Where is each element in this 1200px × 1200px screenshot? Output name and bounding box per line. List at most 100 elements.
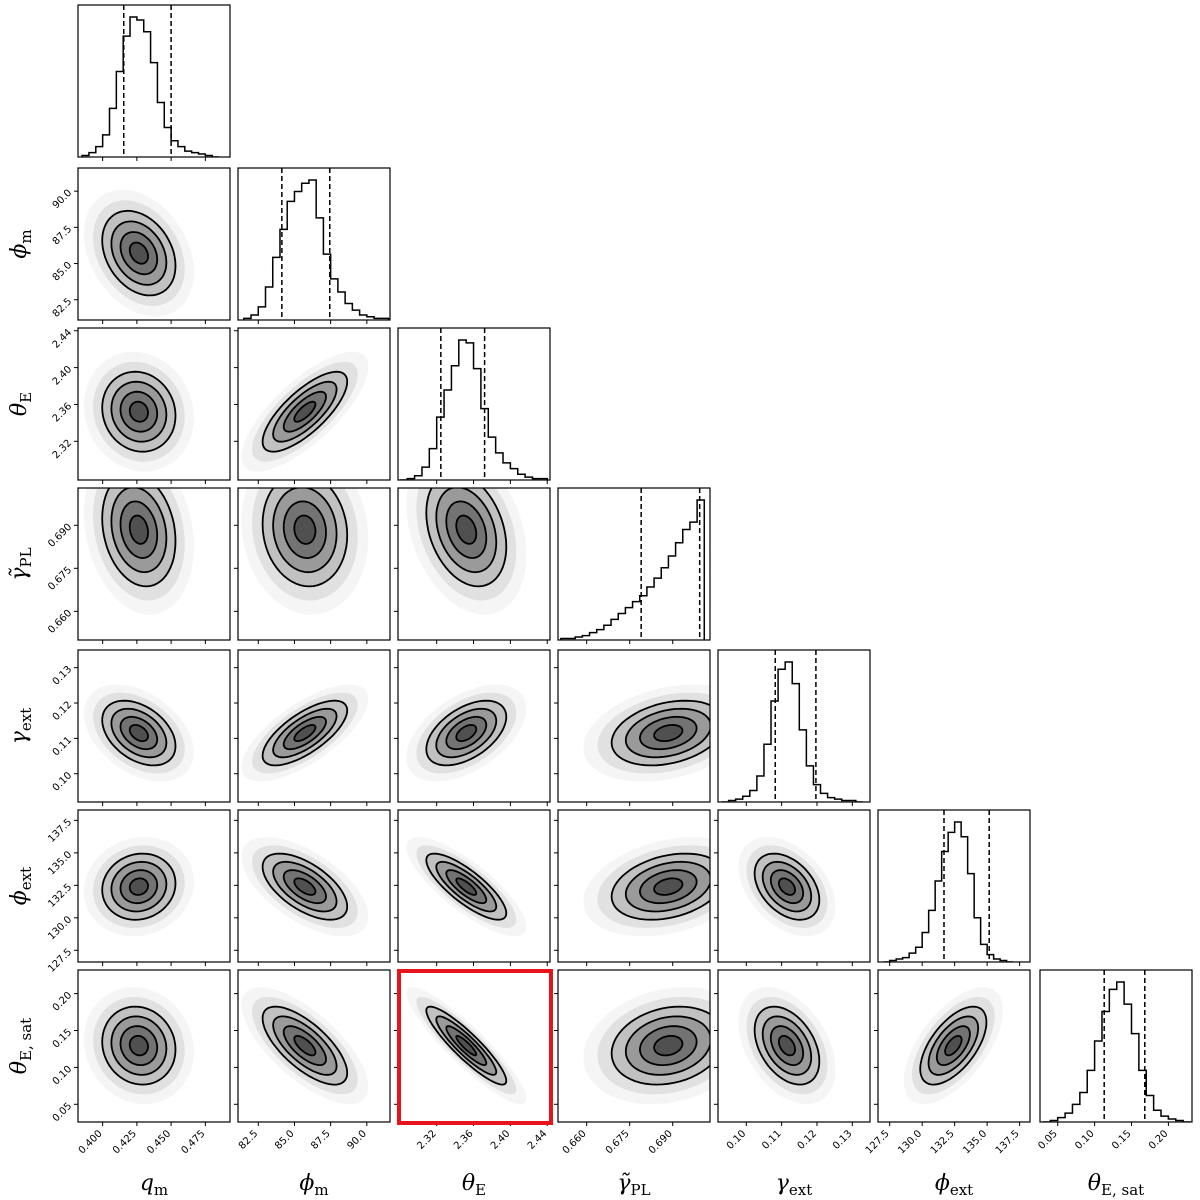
histogram-bar [466, 343, 473, 480]
contour [638, 715, 698, 751]
density [129, 515, 148, 544]
axis-label: γ̃PL [7, 547, 35, 580]
contour [445, 500, 488, 559]
histogram-bar [916, 947, 922, 962]
panel-content [903, 987, 1003, 1105]
axis-subscript: m [154, 1181, 168, 1199]
axis-symbol: q [140, 1171, 154, 1196]
panel-content [241, 837, 369, 937]
axis-label: θE [462, 1171, 486, 1199]
panel: 82.5 85.0 87.5 90.0 [51, 167, 231, 324]
panel [234, 649, 391, 806]
histogram-bar [451, 366, 458, 480]
contour [101, 370, 177, 453]
panel-frame [1039, 969, 1193, 1123]
x-tick-label: 0.05 [1036, 1128, 1060, 1152]
histogram-bar [331, 279, 338, 320]
contour [455, 723, 478, 742]
y-tick-label: 0.05 [51, 1101, 75, 1125]
panel: 2.32 2.36 2.40 2.44 [394, 969, 551, 1152]
panel-frame [557, 649, 711, 803]
density [262, 700, 348, 766]
density [102, 700, 176, 766]
y-tick-label: 0.675 [46, 565, 74, 593]
contour [753, 1005, 821, 1086]
histogram-bar [813, 785, 820, 802]
histogram-bar [785, 662, 792, 802]
density [283, 391, 326, 432]
axis-subscript: m [17, 229, 35, 243]
histogram-bar [345, 304, 352, 320]
histogram-bar [948, 832, 954, 962]
contour [761, 860, 813, 913]
y-tick-label: 0.13 [51, 664, 75, 688]
axis-subscript: ext [789, 1181, 812, 1199]
panel-frame [77, 649, 231, 803]
panel-frame [717, 649, 871, 803]
panel [394, 809, 551, 966]
density [456, 1035, 477, 1056]
density [252, 845, 358, 928]
histogram-bar [510, 469, 517, 480]
density [252, 996, 358, 1095]
histogram-bar [697, 500, 704, 640]
density [654, 878, 683, 895]
x-tick-label: 0.10 [1073, 1128, 1097, 1152]
density [93, 845, 185, 928]
histogram-bar [96, 147, 103, 157]
x-tick-label: 137.5 [994, 1128, 1022, 1156]
histogram-bar [294, 192, 301, 320]
x-tick-label: 2.36 [452, 1128, 476, 1152]
contour [101, 852, 177, 921]
density [936, 1026, 970, 1066]
density [762, 1016, 812, 1075]
contour [128, 400, 149, 423]
contour [261, 1005, 349, 1086]
panel-content [83, 684, 194, 782]
histogram-bar [625, 608, 632, 640]
contour [293, 877, 317, 896]
density [111, 221, 167, 285]
x-tick-label: 0.675 [604, 1128, 632, 1156]
panel-frame [237, 487, 391, 641]
panel-content [83, 189, 194, 317]
contour [272, 1015, 338, 1076]
density [241, 987, 369, 1105]
contour [919, 1005, 988, 1086]
histogram-bar [590, 633, 597, 640]
panel-content [583, 684, 710, 782]
panel [557, 487, 711, 644]
panel [877, 809, 1031, 966]
histogram-bar [273, 257, 280, 320]
axis-label: ϕm [7, 229, 35, 258]
density [129, 242, 148, 264]
density [639, 870, 697, 904]
histogram-bar [178, 147, 185, 157]
contour [293, 1035, 317, 1057]
histogram-bar [103, 135, 110, 157]
contour [653, 1035, 684, 1057]
x-tick-label: 0.13 [831, 1128, 855, 1152]
histogram-bar [1117, 982, 1124, 1122]
contour [110, 1015, 168, 1076]
density [283, 1026, 326, 1066]
contour [110, 860, 168, 913]
axis-subscript: ext [17, 708, 35, 731]
contour [293, 723, 317, 742]
contour [119, 231, 159, 276]
panel-content [83, 987, 194, 1105]
x-tick-label: 2.32 [415, 1128, 439, 1152]
x-tick-label: 135.0 [961, 1128, 989, 1156]
axis-label: ϕm [299, 1171, 328, 1199]
panel [234, 487, 391, 644]
panel-content [883, 810, 1014, 962]
y-tick-label: 0.20 [51, 990, 75, 1014]
density [120, 870, 158, 904]
density [241, 351, 369, 472]
contour [261, 852, 349, 921]
density [129, 401, 148, 422]
panel [234, 327, 391, 484]
x-tick-label: 130.0 [896, 1128, 924, 1156]
histogram-bar [1102, 1011, 1109, 1122]
contour [128, 877, 149, 896]
